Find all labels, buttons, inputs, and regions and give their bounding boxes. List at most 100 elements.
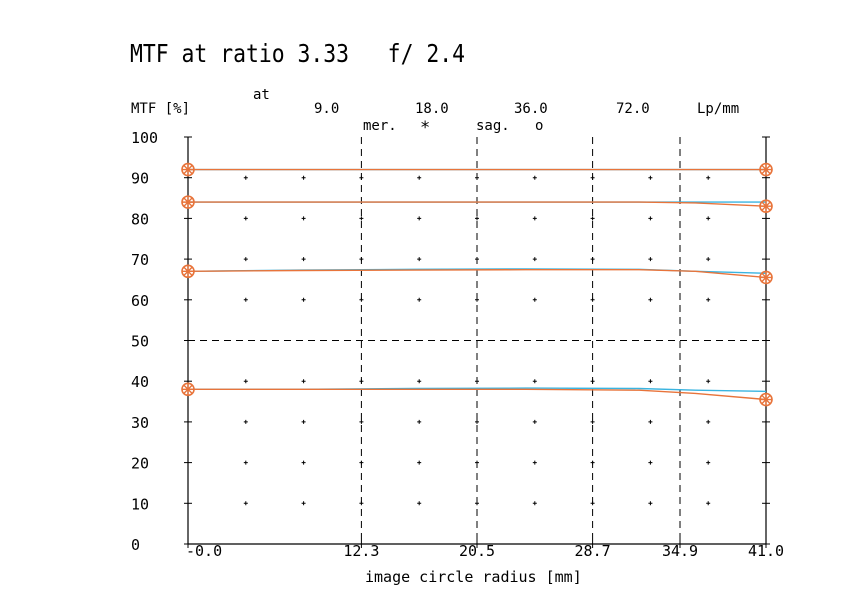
- grid-dot: [475, 216, 479, 221]
- grid-dot: [648, 257, 653, 262]
- grid-dot: [243, 460, 248, 465]
- grid-dot: [417, 257, 422, 262]
- grid-dot: [301, 257, 306, 262]
- grid-dot: [648, 216, 653, 221]
- grid-dot: [243, 257, 248, 262]
- grid-dot: [475, 175, 479, 180]
- grid-dot: [532, 501, 537, 506]
- at-label: at: [253, 87, 270, 103]
- grid-dot: [301, 379, 306, 384]
- y-tick-label: 80: [131, 210, 149, 228]
- grid-dot: [243, 297, 248, 302]
- x-tick-label: 28.7: [575, 542, 611, 560]
- grid-dot: [475, 297, 479, 302]
- grid-dot: [417, 297, 422, 302]
- grid-dot: [590, 175, 595, 180]
- x-axis-title: image circle radius [mm]: [365, 568, 582, 586]
- grid-dot: [359, 419, 364, 424]
- grid-dot: [359, 297, 364, 302]
- grid-dot: [706, 419, 711, 424]
- grid-dot: [648, 419, 653, 424]
- grid-dot: [590, 297, 595, 302]
- grid-dot: [532, 297, 537, 302]
- marker-36-0-start: [181, 264, 195, 279]
- y-tick-label: 30: [131, 414, 149, 432]
- y-axis-label: MTF [%]: [131, 101, 190, 117]
- grid-dot: [301, 501, 306, 506]
- grid-dot: [590, 257, 595, 262]
- frequency-label-2: 18.0: [415, 101, 449, 117]
- y-tick-label: 60: [131, 292, 149, 310]
- x-tick-label: 41.0: [748, 542, 784, 560]
- grid-dot: [417, 216, 422, 221]
- series-meridional-72-0: [188, 388, 767, 401]
- y-tick-label: 0: [131, 536, 140, 554]
- legend-meridional-marker: *: [420, 118, 430, 138]
- grid-dot: [590, 216, 595, 221]
- legend-meridional-label: mer.: [363, 118, 397, 134]
- grid-dot: [590, 379, 595, 384]
- y-tick-label: 50: [131, 333, 149, 351]
- grid-dot: [301, 216, 306, 221]
- y-tick-label: 100: [131, 129, 158, 147]
- grid-dot: [590, 419, 595, 424]
- y-tick-label: 20: [131, 455, 149, 473]
- grid-dot: [243, 501, 248, 506]
- unit-label: Lp/mm: [697, 101, 739, 117]
- marker-72-0-end: [759, 392, 773, 407]
- grid-dot: [359, 175, 364, 180]
- grid-dot: [359, 216, 364, 221]
- y-tick-label: 90: [131, 170, 149, 188]
- frequency-label-3: 36.0: [514, 101, 548, 117]
- grid-dot: [301, 297, 306, 302]
- grid-dot: [532, 175, 537, 180]
- grid-dot: [532, 419, 537, 424]
- grid-dot: [243, 379, 248, 384]
- grid-dot: [590, 501, 595, 506]
- grid-dot: [417, 501, 422, 506]
- grid-dot: [475, 501, 479, 506]
- grid-dot: [243, 175, 248, 180]
- grid-dot: [532, 216, 537, 221]
- grid-dot: [648, 175, 653, 180]
- y-tick-label: 10: [131, 495, 149, 513]
- x-tick-label: 12.3: [343, 542, 379, 560]
- grid-dot: [532, 460, 537, 465]
- grid-dot: [301, 419, 306, 424]
- series-meridional-36-0: [187, 269, 767, 279]
- grid-dot: [359, 379, 364, 384]
- grid-dot: [417, 379, 422, 384]
- marker-9-0-start: [181, 162, 195, 177]
- grid-dot: [359, 460, 364, 465]
- chart-title: MTF at ratio 3.33 f/ 2.4: [130, 39, 465, 68]
- grid-layer: [188, 137, 766, 544]
- grid-dot: [648, 297, 653, 302]
- grid-dot: [301, 460, 306, 465]
- grid-dot: [706, 216, 711, 221]
- grid-dot: [706, 460, 711, 465]
- grid-dot: [706, 257, 711, 262]
- grid-dot: [475, 257, 479, 262]
- grid-dot: [532, 257, 537, 262]
- grid-dot: [475, 379, 479, 384]
- x-tick-label: 20.5: [459, 542, 495, 560]
- grid-dot: [475, 419, 479, 424]
- marker-72-0-start: [181, 382, 195, 397]
- marker-18-0-end: [759, 199, 773, 213]
- legend-sagittal-marker: o: [535, 118, 543, 134]
- grid-dot: [359, 501, 364, 506]
- grid-dot: [417, 460, 422, 465]
- grid-dot: [706, 297, 711, 302]
- grid-dot: [417, 175, 422, 180]
- x-tick-label: -0.0: [186, 542, 222, 560]
- grid-dot: [475, 460, 479, 465]
- marker-layer: [181, 162, 773, 407]
- grid-dot: [648, 379, 653, 384]
- grid-dot: [706, 175, 711, 180]
- series-meridional-18-0: [188, 201, 767, 207]
- grid-dot: [417, 419, 422, 424]
- legend-sagittal-label: sag.: [476, 118, 510, 134]
- y-tick-label: 70: [131, 251, 149, 269]
- grid-dot: [706, 379, 711, 384]
